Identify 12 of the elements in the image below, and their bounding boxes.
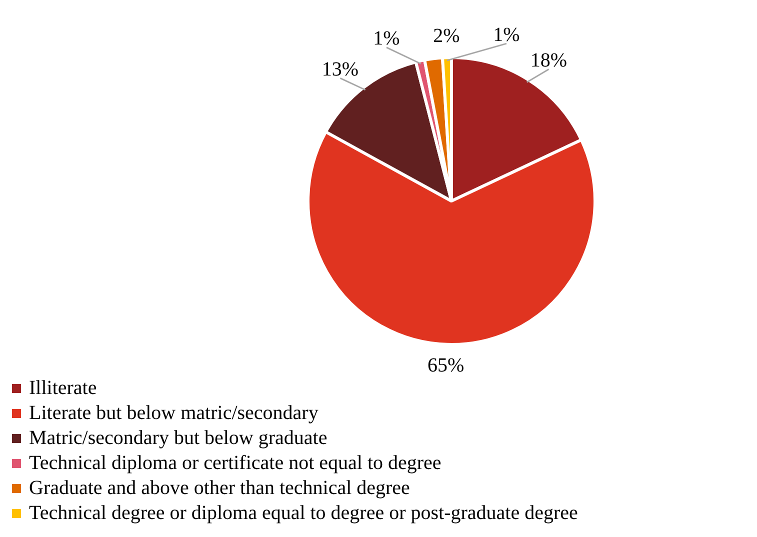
legend-label: Technical degree or diploma equal to degree or post-graduate degree: [29, 501, 578, 526]
data-label: 1%: [373, 28, 400, 50]
legend-label: Literate but below matric/secondary: [29, 401, 318, 426]
data-label: 2%: [433, 25, 460, 48]
data-label: 18%: [530, 50, 568, 72]
data-label: 65%: [427, 354, 464, 377]
legend-label: Matric/secondary but below graduate: [29, 426, 328, 451]
legend-label: Illiterate: [29, 376, 97, 401]
legend-label: Technical diploma or certificate not equal to degree: [29, 451, 442, 476]
data-label: 13%: [322, 58, 359, 80]
legend-label: Graduate and above other than technical degree: [29, 476, 410, 501]
data-label: 1%: [493, 24, 520, 46]
